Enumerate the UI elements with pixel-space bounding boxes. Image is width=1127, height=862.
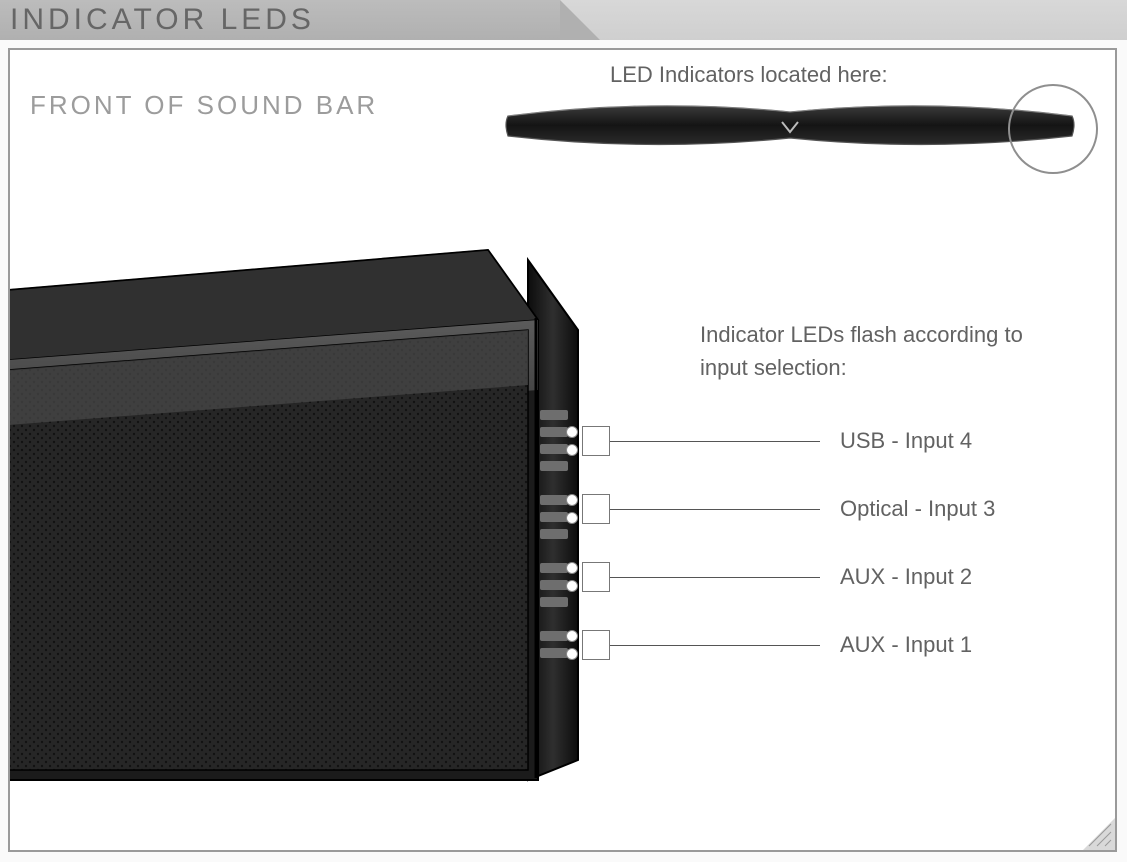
page-title: INDICATOR LEDS xyxy=(10,3,315,37)
led-dot xyxy=(566,630,578,642)
led-callout-area: USB - Input 4 Optical - Input 3 AUX - In… xyxy=(540,410,1100,730)
led-slot xyxy=(540,444,568,454)
corner-notch-icon xyxy=(1083,818,1115,850)
led-slot xyxy=(540,512,568,522)
callout-box xyxy=(582,426,610,456)
led-slot xyxy=(540,461,568,471)
soundbar-top-view xyxy=(500,94,1080,154)
main-panel: FRONT OF SOUND BAR LED Indicators locate… xyxy=(8,48,1117,852)
callout-line xyxy=(610,509,820,510)
header-title-band: INDICATOR LEDS xyxy=(0,0,560,40)
led-slot xyxy=(540,427,568,437)
led-dot xyxy=(566,512,578,524)
callout-line xyxy=(610,441,820,442)
led-label-aux1: AUX - Input 1 xyxy=(840,632,972,658)
page-header: INDICATOR LEDS xyxy=(0,0,1127,40)
led-slot xyxy=(540,648,568,658)
callout-circle-icon xyxy=(1008,84,1098,174)
led-slot xyxy=(540,597,568,607)
led-label-aux2: AUX - Input 2 xyxy=(840,564,972,590)
led-slot xyxy=(540,580,568,590)
led-dot xyxy=(566,494,578,506)
led-slot xyxy=(540,563,568,573)
callout-line xyxy=(610,645,820,646)
description-text: Indicator LEDs flash according to input … xyxy=(700,318,1060,384)
led-dot xyxy=(566,426,578,438)
led-label-optical: Optical - Input 3 xyxy=(840,496,995,522)
callout-line xyxy=(610,577,820,578)
callout-box xyxy=(582,630,610,660)
led-dot xyxy=(566,444,578,456)
callout-box xyxy=(582,562,610,592)
led-slot xyxy=(540,529,568,539)
subtitle: FRONT OF SOUND BAR xyxy=(30,90,378,121)
led-dot xyxy=(566,648,578,660)
led-dot xyxy=(566,562,578,574)
led-label-usb: USB - Input 4 xyxy=(840,428,972,454)
led-dot xyxy=(566,580,578,592)
led-slot xyxy=(540,495,568,505)
soundbar-closeup xyxy=(8,220,598,790)
located-label: LED Indicators located here: xyxy=(610,62,888,88)
led-slot xyxy=(540,410,568,420)
led-slot xyxy=(540,631,568,641)
callout-box xyxy=(582,494,610,524)
soundbar-closeup-svg xyxy=(8,220,598,790)
soundbar-top-svg xyxy=(500,94,1080,154)
